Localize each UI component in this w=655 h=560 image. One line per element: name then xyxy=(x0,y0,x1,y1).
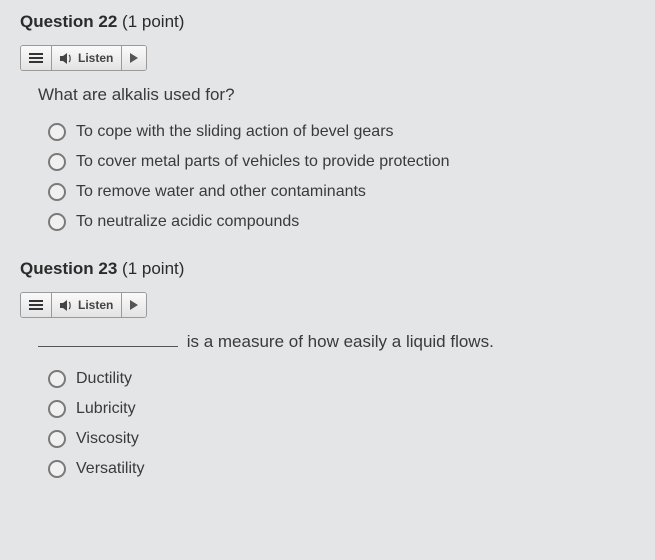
options-list: Ductility Lubricity Viscosity Versatilit… xyxy=(48,370,635,478)
question-23: Question 23 (1 point) Listen is a measur… xyxy=(20,259,635,478)
radio-icon xyxy=(48,123,66,141)
option-a[interactable]: To cope with the sliding action of bevel… xyxy=(48,123,635,141)
radio-icon xyxy=(48,370,66,388)
option-label: To cope with the sliding action of bevel… xyxy=(76,123,394,141)
option-c[interactable]: To remove water and other contaminants xyxy=(48,183,635,201)
option-label: To cover metal parts of vehicles to prov… xyxy=(76,153,450,171)
radio-icon xyxy=(48,400,66,418)
question-header: Question 23 (1 point) xyxy=(20,259,635,279)
option-label: Lubricity xyxy=(76,400,136,418)
listen-label: Listen xyxy=(78,51,113,65)
option-a[interactable]: Ductility xyxy=(48,370,635,388)
radio-icon xyxy=(48,153,66,171)
listen-button[interactable]: Listen xyxy=(52,46,122,70)
listen-button[interactable]: Listen xyxy=(52,293,122,317)
radio-icon xyxy=(48,213,66,231)
listen-label: Listen xyxy=(78,298,113,312)
menu-button[interactable] xyxy=(21,46,52,70)
option-label: To remove water and other contaminants xyxy=(76,183,366,201)
prompt-tail: is a measure of how easily a liquid flow… xyxy=(182,332,494,351)
audio-toolbar: Listen xyxy=(20,292,147,318)
play-icon xyxy=(130,300,138,310)
options-list: To cope with the sliding action of bevel… xyxy=(48,123,635,231)
option-c[interactable]: Viscosity xyxy=(48,430,635,448)
question-22: Question 22 (1 point) Listen What are al… xyxy=(20,12,635,231)
fill-blank xyxy=(38,346,178,347)
option-label: Versatility xyxy=(76,460,144,478)
question-prompt: is a measure of how easily a liquid flow… xyxy=(38,332,635,352)
question-number: Question 22 xyxy=(20,12,117,31)
audio-toolbar: Listen xyxy=(20,45,147,71)
radio-icon xyxy=(48,430,66,448)
option-label: To neutralize acidic compounds xyxy=(76,213,299,231)
option-b[interactable]: Lubricity xyxy=(48,400,635,418)
question-header: Question 22 (1 point) xyxy=(20,12,635,32)
radio-icon xyxy=(48,183,66,201)
hamburger-icon xyxy=(29,300,43,310)
option-d[interactable]: To neutralize acidic compounds xyxy=(48,213,635,231)
option-d[interactable]: Versatility xyxy=(48,460,635,478)
play-icon xyxy=(130,53,138,63)
hamburger-icon xyxy=(29,53,43,63)
question-points: (1 point) xyxy=(122,12,184,31)
question-number: Question 23 xyxy=(20,259,117,278)
play-button[interactable] xyxy=(122,46,146,70)
question-prompt: What are alkalis used for? xyxy=(38,85,635,105)
speaker-icon xyxy=(60,53,73,64)
play-button[interactable] xyxy=(122,293,146,317)
option-label: Viscosity xyxy=(76,430,139,448)
option-label: Ductility xyxy=(76,370,132,388)
radio-icon xyxy=(48,460,66,478)
speaker-icon xyxy=(60,300,73,311)
option-b[interactable]: To cover metal parts of vehicles to prov… xyxy=(48,153,635,171)
question-points: (1 point) xyxy=(122,259,184,278)
menu-button[interactable] xyxy=(21,293,52,317)
